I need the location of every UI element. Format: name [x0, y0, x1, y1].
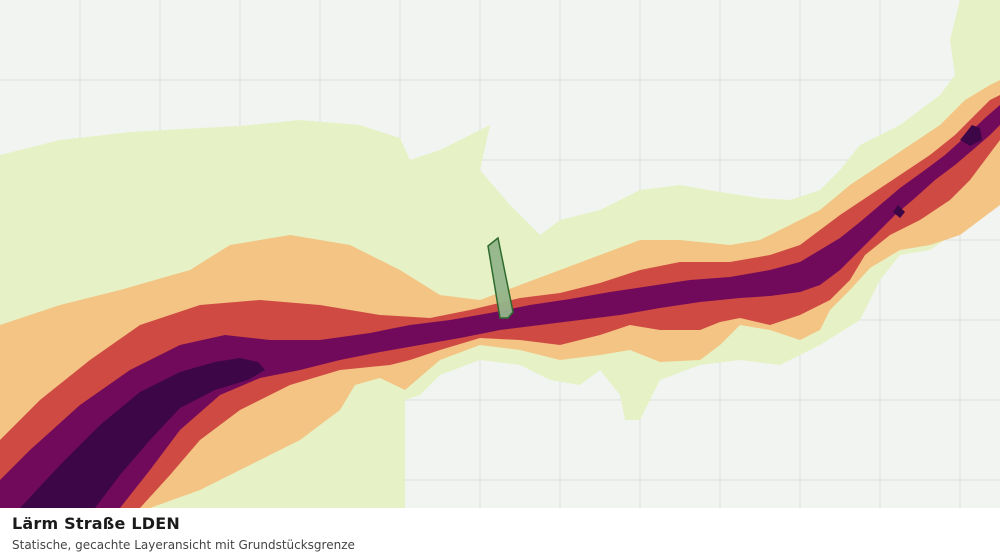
noise-band-highest: [20, 358, 265, 508]
noise-band-highest-east: [893, 125, 982, 218]
layer-legend: Lärm Straße LDEN Statische, gecachte Lay…: [0, 508, 1000, 560]
layer-subtitle: Statische, gecachte Layeransicht mit Gru…: [12, 538, 355, 552]
parcel-boundary[interactable]: [487, 236, 514, 319]
layer-title: Lärm Straße LDEN: [12, 514, 180, 533]
noise-band-medium: [0, 95, 1000, 508]
